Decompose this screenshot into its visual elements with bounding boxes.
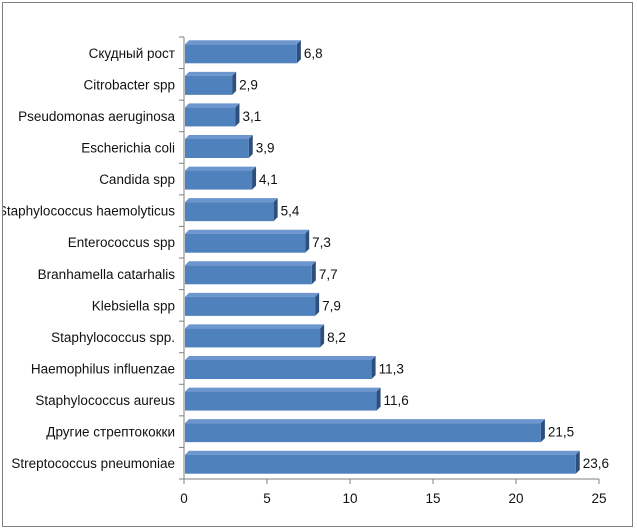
bar-side-face <box>235 103 240 127</box>
bar <box>185 44 297 64</box>
bar-side-face <box>540 419 545 443</box>
x-tick-label: 0 <box>180 491 188 506</box>
bar <box>185 139 249 158</box>
value-label: 4,1 <box>259 172 278 187</box>
bar <box>185 423 541 443</box>
bar-top-face <box>185 135 253 139</box>
bar <box>185 265 312 285</box>
bar-side-face <box>315 292 320 316</box>
value-label: 21,5 <box>548 425 574 440</box>
bar-top-face <box>185 229 310 234</box>
value-label: 3,9 <box>256 141 275 156</box>
bar-side-face <box>311 261 316 285</box>
bar-side-face <box>371 356 376 379</box>
value-label: 3,1 <box>242 109 261 124</box>
value-label: 5,4 <box>281 204 300 219</box>
bar-top-face <box>185 198 278 203</box>
bar-side-face <box>320 324 325 348</box>
bar <box>185 170 253 190</box>
category-label: Enterococcus spp <box>68 235 175 250</box>
bar-top-face <box>185 40 301 45</box>
bar <box>185 454 576 474</box>
bar <box>185 296 316 316</box>
category-label: Staphylococcus spp. <box>51 330 175 345</box>
bar-top-face <box>185 450 580 455</box>
bar <box>185 233 306 253</box>
bar-side-face <box>252 166 257 190</box>
value-label: 7,9 <box>322 298 341 313</box>
bar-top-face <box>185 324 325 329</box>
bar <box>185 75 233 95</box>
category-label: Staphylococcus aureus <box>35 393 175 408</box>
value-label: 23,6 <box>583 456 609 471</box>
category-label: Staphylococcus haemolyticus <box>3 204 175 219</box>
category-label: Pseudomonas aeruginosa <box>18 109 175 124</box>
bar-top-face <box>185 261 316 266</box>
value-label: 2,9 <box>239 77 258 92</box>
category-label: Branhamella catarhalis <box>38 267 176 282</box>
x-tick-label: 5 <box>263 491 271 506</box>
chart-frame: 0 5 10 15 20 25 Скудный рост 6,8 Citrobacter spp… <box>2 2 633 527</box>
bar-top-face <box>185 103 240 108</box>
bar-side-face <box>296 40 301 64</box>
bar <box>185 391 377 411</box>
category-label: Escherichia coli <box>81 141 175 156</box>
value-label: 11,6 <box>384 393 409 408</box>
bar-top-face <box>185 166 257 171</box>
bar-side-face <box>376 387 381 411</box>
value-label: 11,3 <box>379 362 404 377</box>
value-label: 8,2 <box>327 330 346 345</box>
x-tick-label: 10 <box>342 491 357 506</box>
bar <box>185 202 274 222</box>
value-label: 7,7 <box>319 267 338 282</box>
bar-top-face <box>185 419 545 424</box>
x-tick-label: 15 <box>425 491 440 506</box>
bar-top-face <box>185 387 381 392</box>
bar <box>185 360 372 379</box>
bar-side-face <box>305 229 310 253</box>
category-label: Candida spp <box>99 172 175 187</box>
bar-side-face <box>232 71 237 95</box>
category-label: Haemophilus influenzae <box>31 362 175 377</box>
bar <box>185 328 321 348</box>
value-label: 7,3 <box>312 235 331 250</box>
bar-top-face <box>185 356 376 360</box>
x-tick-label: 25 <box>591 491 606 506</box>
bar-top-face <box>185 71 237 76</box>
value-label: 6,8 <box>304 46 323 61</box>
bar-side-face <box>248 135 253 158</box>
category-label: Citrobacter spp <box>83 77 175 92</box>
bar-chart: 0 5 10 15 20 25 Скудный рост 6,8 Citrobacter spp… <box>3 36 609 506</box>
x-tick-label: 20 <box>508 491 523 506</box>
category-label: Другие стрептококки <box>46 425 175 440</box>
category-label: Скудный рост <box>89 46 175 61</box>
category-label: Klebsiella spp <box>92 298 175 313</box>
bar-side-face <box>575 450 580 474</box>
category-label: Streptococcus pneumoniae <box>11 456 175 471</box>
bar <box>185 107 236 127</box>
bar-top-face <box>185 292 320 297</box>
bar-side-face <box>273 198 278 222</box>
